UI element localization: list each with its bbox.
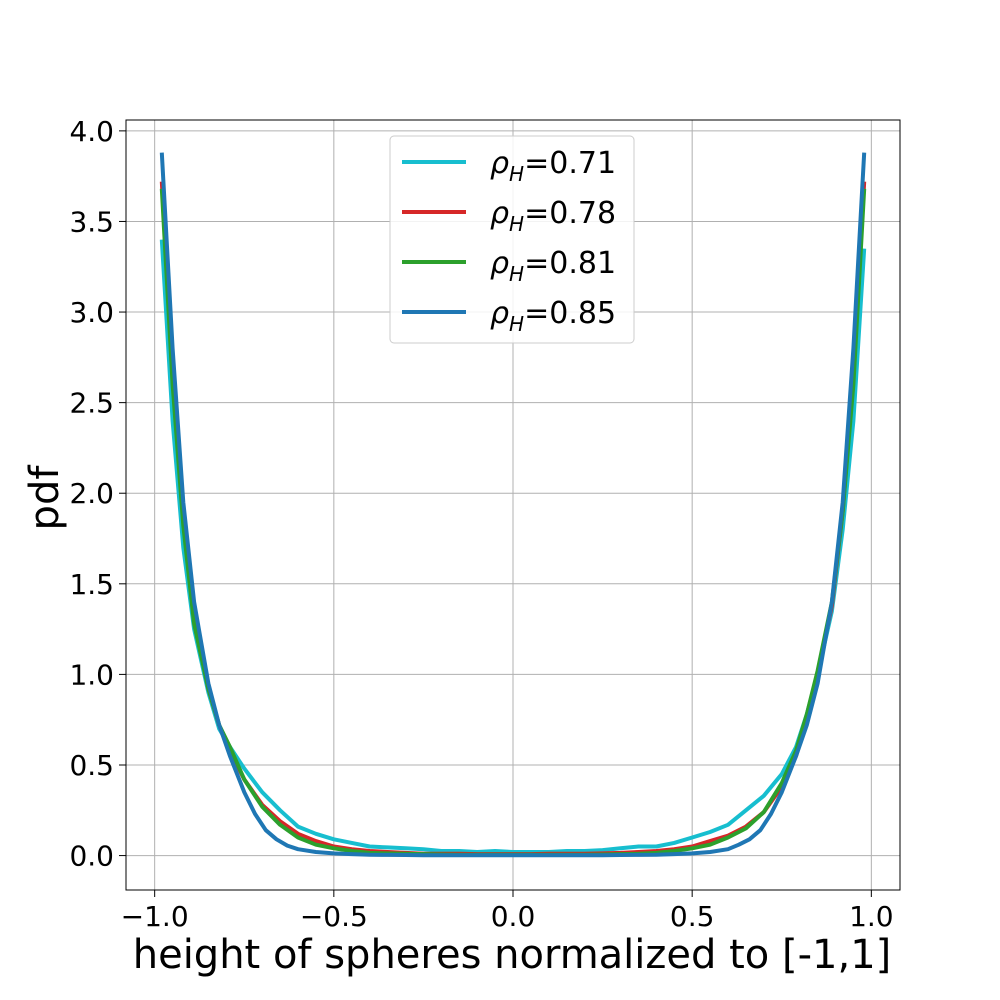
legend-subscript: H xyxy=(509,212,524,236)
legend-value: =0.78 xyxy=(524,196,616,231)
y-tick-label: 1.0 xyxy=(69,658,114,691)
y-tick-label: 3.0 xyxy=(69,296,114,329)
legend-label: ρH=0.81 xyxy=(490,246,616,286)
y-axis: 0.0 0.5 1.0 1.5 2.0 2.5 3.0 3.5 4.0 xyxy=(69,115,126,873)
legend-symbol: ρ xyxy=(490,296,509,331)
x-tick-label: 1.0 xyxy=(849,900,894,933)
legend-value: =0.81 xyxy=(524,246,616,281)
y-tick-label: 0.5 xyxy=(69,749,114,782)
x-tick-label: −0.5 xyxy=(300,900,368,933)
y-tick-label: 2.5 xyxy=(69,387,114,420)
legend-value: =0.85 xyxy=(524,296,616,331)
x-tick-label: −1.0 xyxy=(121,900,189,933)
x-tick-label: 0.0 xyxy=(491,900,536,933)
legend-symbol: ρ xyxy=(490,246,509,281)
y-axis-label: pdf xyxy=(22,465,68,531)
x-axis: −1.0 −0.5 0.0 0.5 1.0 xyxy=(121,890,894,933)
y-tick-label: 1.5 xyxy=(69,568,114,601)
y-tick-label: 2.0 xyxy=(69,477,114,510)
series-layer xyxy=(159,152,867,858)
legend-label: ρH=0.71 xyxy=(490,146,616,186)
y-tick-label: 0.0 xyxy=(69,840,114,873)
legend-subscript: H xyxy=(509,162,524,186)
legend-symbol: ρ xyxy=(490,146,509,181)
series-line-0 xyxy=(159,239,867,854)
legend-value: =0.71 xyxy=(524,146,616,181)
legend-subscript: H xyxy=(509,262,524,286)
legend-symbol: ρ xyxy=(490,196,509,231)
y-tick-label: 4.0 xyxy=(69,115,114,148)
y-tick-label: 3.5 xyxy=(69,205,114,238)
x-axis-label: height of spheres normalized to [-1,1] xyxy=(133,932,892,978)
x-tick-label: 0.5 xyxy=(670,900,715,933)
legend-label: ρH=0.78 xyxy=(490,196,616,236)
legend-label: ρH=0.85 xyxy=(490,296,616,336)
series-line-3 xyxy=(159,152,867,858)
legend-subscript: H xyxy=(509,312,524,336)
legend-box xyxy=(389,135,635,344)
